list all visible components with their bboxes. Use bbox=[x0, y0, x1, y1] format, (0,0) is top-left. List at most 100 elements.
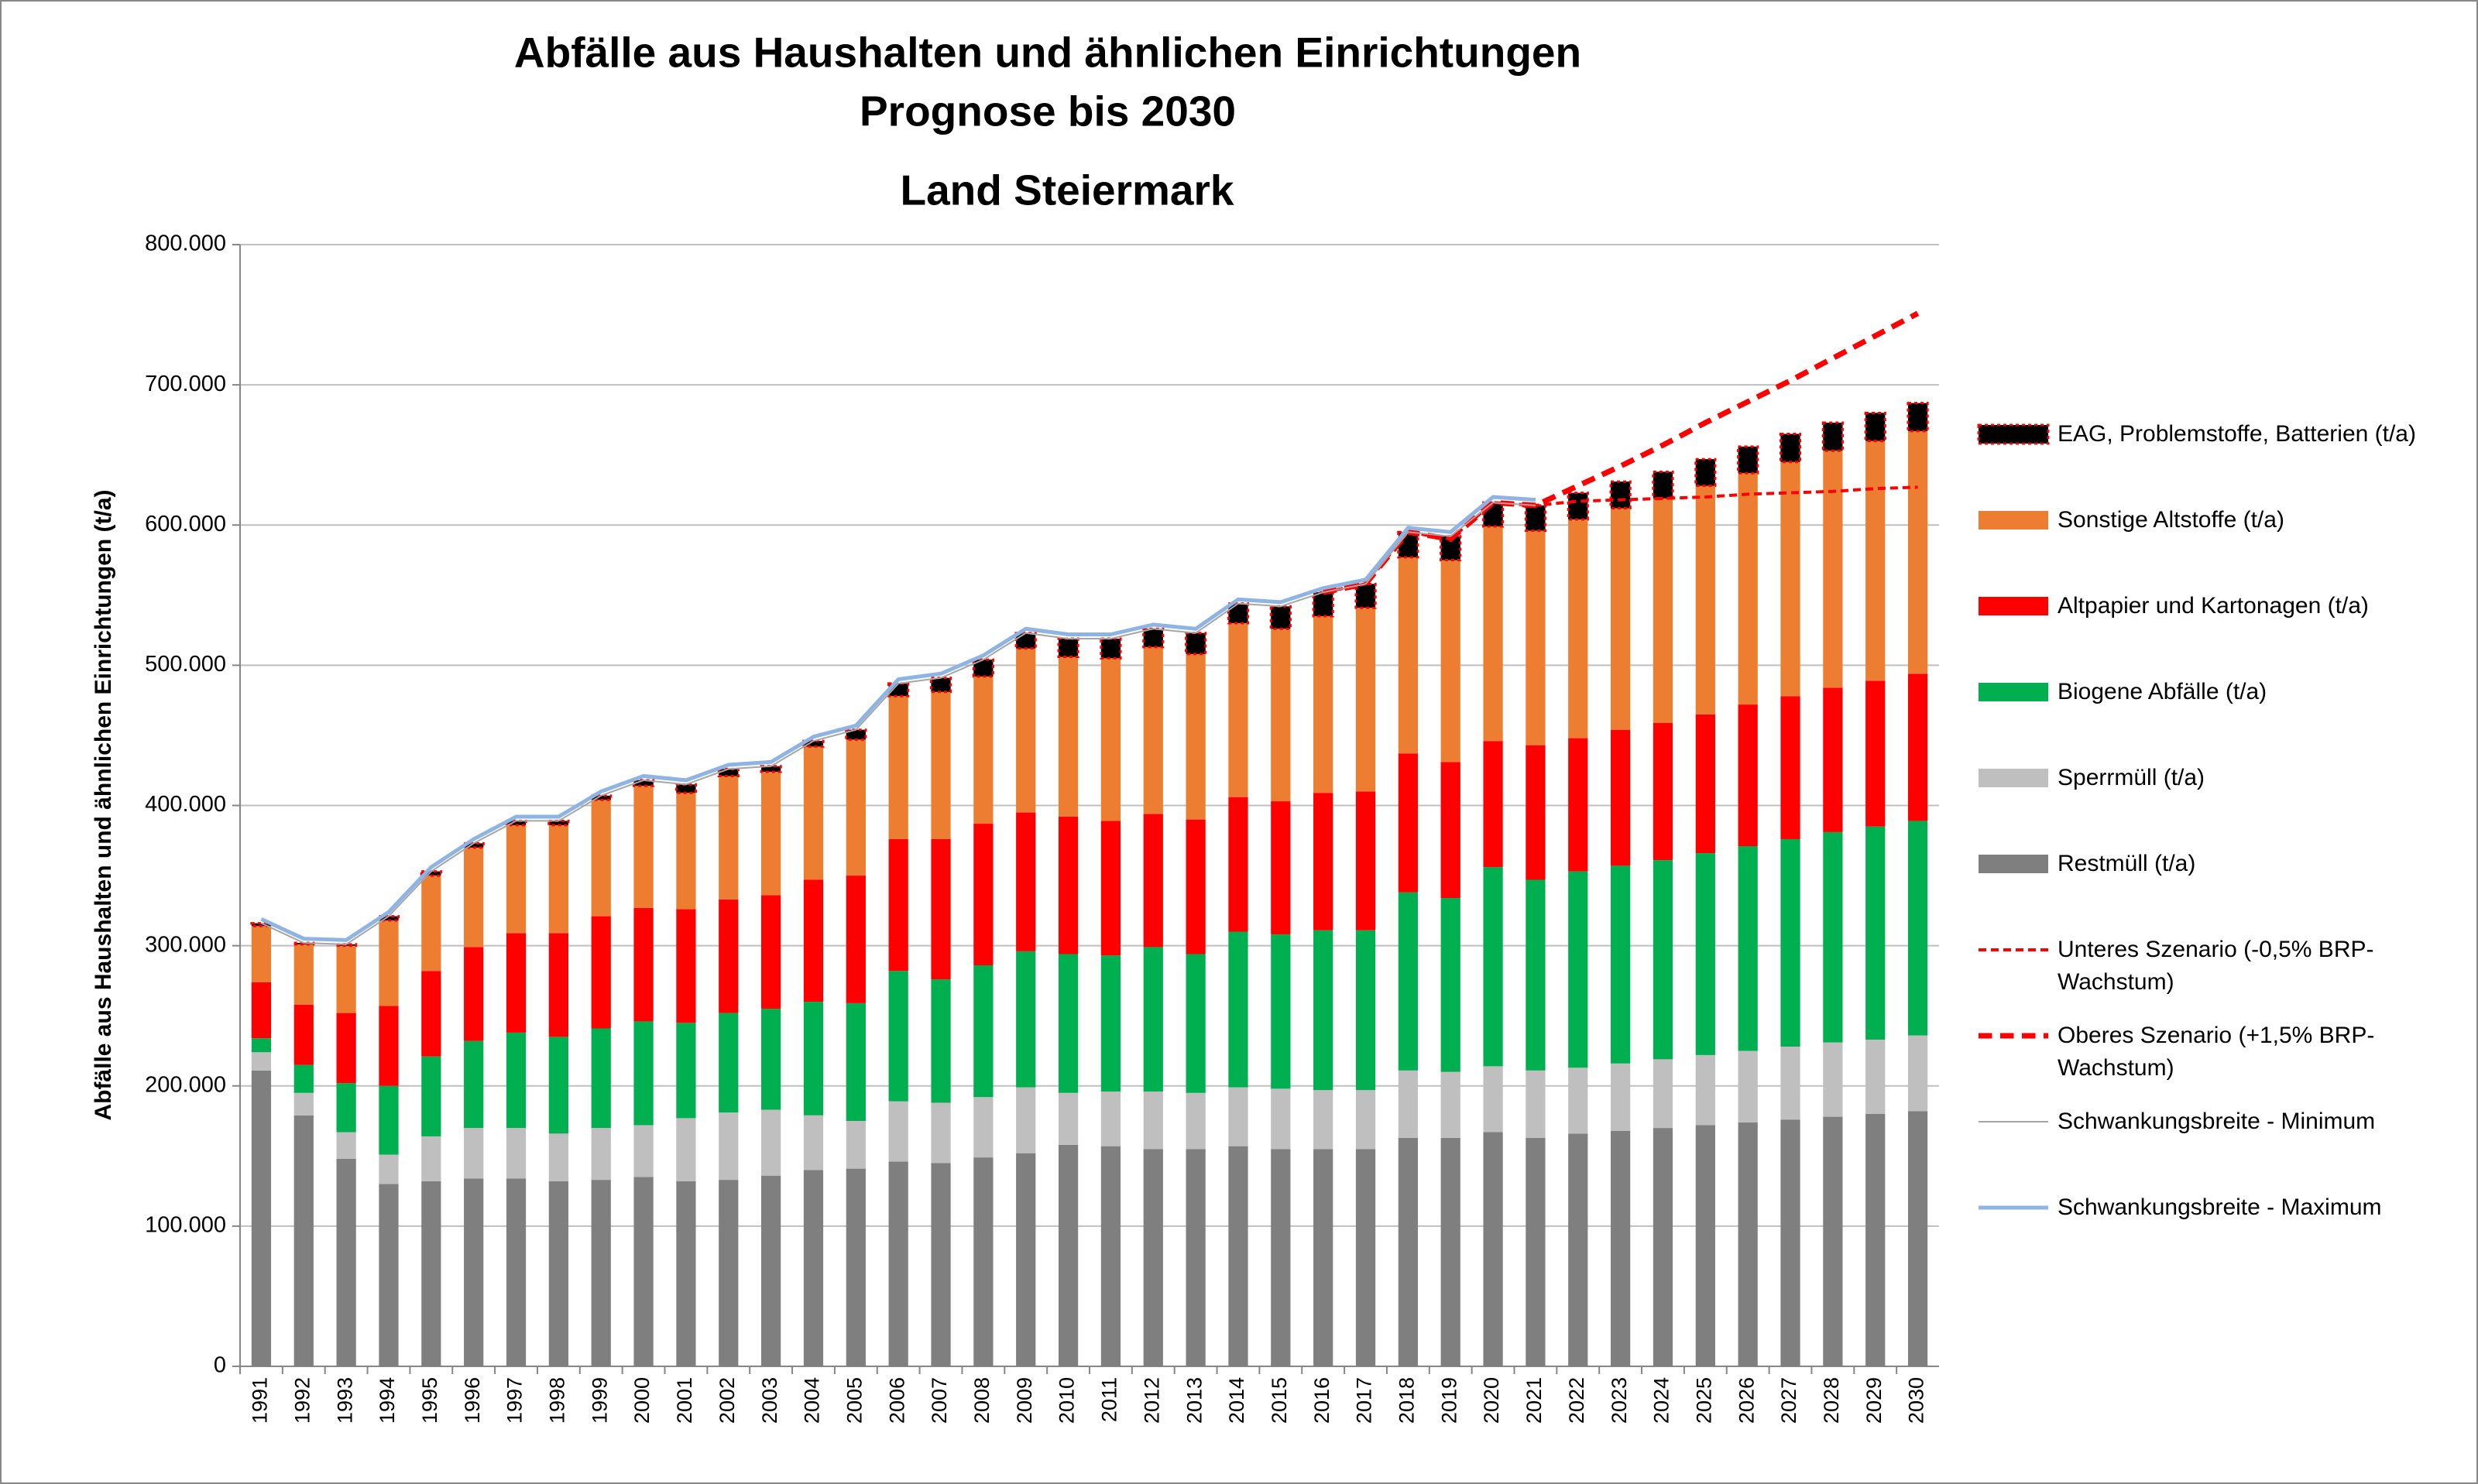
bar bbox=[717, 767, 740, 777]
bar bbox=[1271, 629, 1291, 802]
bar bbox=[1865, 440, 1886, 681]
bar bbox=[421, 971, 441, 1057]
bar bbox=[931, 691, 951, 839]
bar bbox=[846, 876, 866, 1003]
bar bbox=[506, 1128, 527, 1179]
bar bbox=[1695, 853, 1715, 1055]
bar bbox=[1526, 530, 1546, 745]
bar bbox=[1271, 1088, 1291, 1150]
bar bbox=[421, 1136, 441, 1181]
bar bbox=[293, 1004, 314, 1065]
x-tick-label: 2017 bbox=[1353, 1377, 1376, 1424]
bar bbox=[760, 765, 782, 773]
bar bbox=[1653, 860, 1673, 1060]
y-tick-label: 300.000 bbox=[145, 932, 226, 957]
bar bbox=[719, 1013, 739, 1113]
bar bbox=[1058, 954, 1079, 1093]
bar bbox=[1567, 492, 1589, 521]
x-tick-label: 2002 bbox=[716, 1377, 739, 1424]
bar bbox=[803, 1115, 824, 1170]
bar bbox=[1780, 696, 1800, 839]
bar bbox=[1228, 623, 1248, 797]
bar bbox=[1907, 430, 1928, 674]
bar bbox=[1355, 930, 1376, 1091]
bar bbox=[1313, 1090, 1333, 1150]
x-tick-label: 2009 bbox=[1013, 1377, 1036, 1424]
bar bbox=[1228, 931, 1248, 1088]
legend-label: Altpapier und Kartonagen (t/a) bbox=[2058, 593, 2369, 619]
bar bbox=[1313, 793, 1333, 930]
bar bbox=[1653, 722, 1673, 861]
bar bbox=[1823, 451, 1843, 688]
bar bbox=[929, 677, 952, 694]
bar bbox=[420, 870, 442, 877]
bar bbox=[1524, 504, 1547, 532]
bar bbox=[973, 824, 994, 965]
x-tick-label: 2004 bbox=[801, 1377, 824, 1424]
bar bbox=[1143, 1091, 1163, 1150]
x-tick-label: 2022 bbox=[1565, 1377, 1588, 1424]
bar bbox=[293, 1064, 314, 1093]
bar bbox=[1100, 658, 1121, 821]
bar bbox=[846, 739, 866, 876]
bar bbox=[1865, 680, 1886, 827]
bar bbox=[548, 1133, 568, 1181]
bar bbox=[1526, 1070, 1546, 1138]
bar bbox=[1440, 1137, 1460, 1366]
x-tick-label: 1991 bbox=[249, 1377, 272, 1424]
bar bbox=[674, 783, 698, 794]
x-tick-label: 2001 bbox=[673, 1377, 696, 1424]
bar bbox=[676, 1118, 696, 1181]
bar bbox=[1483, 1066, 1503, 1133]
bar bbox=[1823, 1042, 1843, 1117]
x-tick-label: 2027 bbox=[1777, 1377, 1800, 1424]
bar bbox=[931, 1102, 951, 1164]
bar bbox=[421, 1056, 441, 1136]
bar bbox=[1738, 1050, 1758, 1122]
bar bbox=[464, 947, 484, 1041]
bar bbox=[379, 1184, 399, 1366]
bar bbox=[1568, 1133, 1588, 1366]
x-tick-label: 2029 bbox=[1862, 1377, 1886, 1424]
bar bbox=[1483, 526, 1503, 742]
x-tick-label: 2006 bbox=[885, 1377, 908, 1424]
x-tick-label: 2018 bbox=[1395, 1377, 1419, 1424]
bar bbox=[1780, 1119, 1800, 1366]
x-tick-label: 2019 bbox=[1437, 1377, 1460, 1424]
bar bbox=[888, 696, 908, 839]
legend-label: EAG, Problemstoffe, Batterien (t/a) bbox=[2058, 421, 2416, 447]
x-tick-label: 2030 bbox=[1905, 1377, 1928, 1424]
bar bbox=[1354, 582, 1377, 609]
bar bbox=[676, 793, 696, 910]
bar bbox=[506, 933, 527, 1033]
y-tick-label: 100.000 bbox=[145, 1213, 226, 1238]
legend-label: Oberes Szenario (+1,5% BRP-Wachstum) bbox=[2058, 1023, 2375, 1081]
bar bbox=[1568, 519, 1588, 739]
bar bbox=[888, 838, 908, 972]
bar bbox=[1695, 1054, 1715, 1126]
x-tick-label: 1996 bbox=[461, 1377, 484, 1424]
bar bbox=[464, 1178, 484, 1366]
bar bbox=[633, 786, 654, 908]
bar bbox=[336, 1083, 356, 1133]
bar bbox=[1016, 1153, 1036, 1366]
bar bbox=[676, 1181, 696, 1366]
bar bbox=[1398, 892, 1418, 1071]
bar bbox=[632, 779, 655, 787]
bar bbox=[1864, 411, 1886, 443]
bar bbox=[1695, 714, 1715, 854]
bar bbox=[1440, 560, 1460, 763]
bar bbox=[676, 909, 696, 1023]
bar bbox=[1483, 1132, 1503, 1366]
bar bbox=[1313, 930, 1333, 1091]
y-tick-label: 700.000 bbox=[145, 372, 226, 396]
bar bbox=[1526, 879, 1546, 1071]
bar bbox=[464, 847, 484, 948]
bar bbox=[761, 1009, 781, 1110]
x-tick-label: 2015 bbox=[1268, 1377, 1291, 1424]
bar bbox=[1823, 1116, 1843, 1366]
bar bbox=[1865, 1113, 1886, 1366]
bar bbox=[293, 944, 314, 1005]
bar bbox=[888, 971, 908, 1102]
bar bbox=[803, 746, 824, 880]
